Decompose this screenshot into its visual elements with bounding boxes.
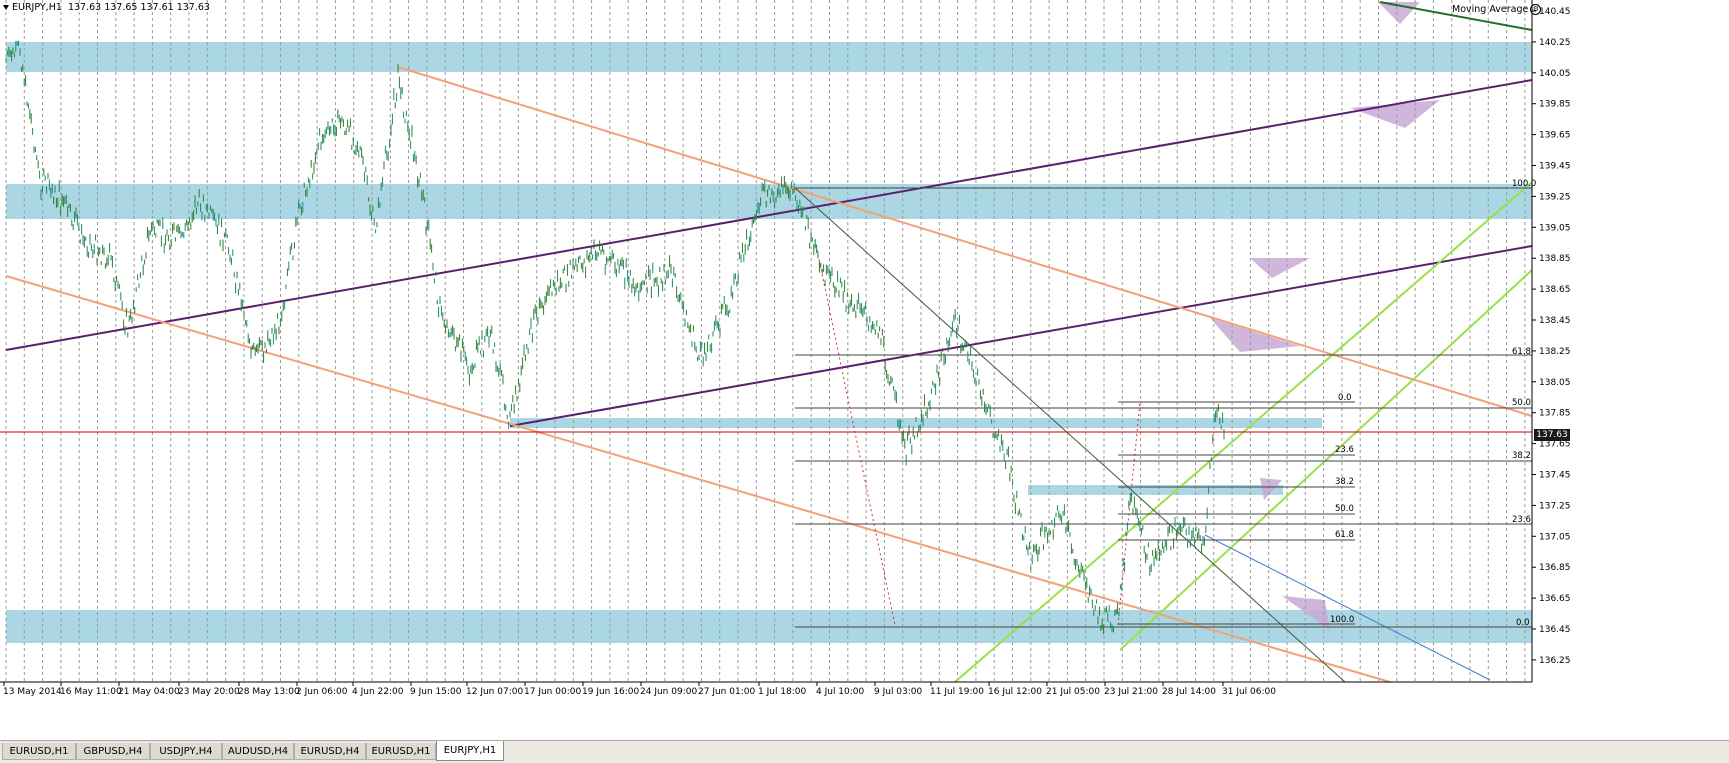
zone-band-small	[1028, 485, 1283, 495]
time-axis-label: 9 Jul 03:00	[874, 687, 923, 697]
fibo-label: 38.2	[1335, 477, 1354, 487]
chart-header: EURJPY,H1 137.63 137.65 137.61 137.63	[3, 2, 210, 13]
fibo-trend-line	[794, 187, 1346, 683]
time-axis-label: 1 Jul 18:00	[758, 687, 807, 697]
time-axis-label: 21 May 04:00	[118, 687, 180, 697]
time-axis-label: 12 Jun 07:00	[466, 687, 523, 697]
time-axis-label: 17 Jun 00:00	[524, 687, 581, 697]
time-axis-label: 21 Jul 05:00	[1046, 687, 1100, 697]
time-axis-label: 4 Jun 22:00	[352, 687, 404, 697]
tab-audusd-h4[interactable]: AUDUSD,H4	[222, 743, 294, 760]
time-axis-label: 28 Jul 14:00	[1162, 687, 1216, 697]
price-axis-label: 138.05	[1539, 378, 1571, 388]
harmonic-triangle-3	[1210, 318, 1300, 352]
harmonic-triangle-2	[1250, 258, 1310, 278]
price-axis-label: 136.65	[1539, 594, 1571, 604]
price-axis-label: 137.65	[1539, 440, 1571, 450]
zone-band-0	[6, 42, 1532, 72]
time-axis-label: 11 Jul 19:00	[930, 687, 984, 697]
tab-usdjpy-h4[interactable]: USDJPY,H4	[150, 743, 222, 760]
price-axis-label: 138.85	[1539, 254, 1571, 264]
ohlc-values: 137.63 137.65 137.61 137.63	[67, 2, 210, 13]
time-axis-label: 16 Jul 12:00	[988, 687, 1042, 697]
price-axis-label: 140.25	[1539, 38, 1571, 48]
price-axis-label: 139.05	[1539, 223, 1571, 233]
price-axis-label: 139.65	[1539, 131, 1571, 141]
fibo-label: 0.0	[1338, 393, 1352, 403]
settings-icon[interactable]: ⚙	[1530, 4, 1542, 15]
price-axis-label: 139.45	[1539, 162, 1571, 172]
time-axis-label: 31 Jul 06:00	[1222, 687, 1276, 697]
price-axis-label: 137.05	[1539, 532, 1571, 542]
fibo-label: 38.2	[1512, 451, 1531, 461]
tab-eurusd-h1[interactable]: EURUSD,H1	[2, 743, 76, 760]
fibo-label: 23.6	[1512, 515, 1531, 525]
chart-plot-area[interactable]: 100.0 61.8 50.0 38.2 23.6 0.0 0.0 23.6 38.2 50.0 6…	[0, 0, 1729, 740]
price-axis-label: 137.25	[1539, 501, 1571, 511]
price-axis-label: 140.45	[1539, 7, 1571, 17]
chart-canvas[interactable]: 100.0 61.8 50.0 38.2 23.6 0.0 0.0 23.6 38.2 50.0 6…	[0, 0, 1729, 740]
price-axis-label: 139.25	[1539, 192, 1571, 202]
chevron-down-icon[interactable]	[3, 5, 9, 10]
harmonic-triangle-1	[1350, 100, 1440, 128]
time-axis-label: 27 Jun 01:00	[698, 687, 755, 697]
channel-purple-upper	[5, 79, 1533, 351]
time-axis-label: 23 Jul 21:00	[1104, 687, 1158, 697]
current-price-tag: 137.63	[1534, 429, 1570, 441]
tab-gbpusd-h4[interactable]: GBPUSD,H4	[76, 743, 150, 760]
price-axis-label: 138.25	[1539, 347, 1571, 357]
price-axis-label: 140.05	[1539, 69, 1571, 79]
time-axis-label: 19 Jun 16:00	[582, 687, 639, 697]
channel-orange-upper	[397, 66, 1533, 417]
fibo-label: 50.0	[1512, 398, 1531, 408]
time-axis-label: 23 May 20:00	[178, 687, 240, 697]
price-axis-label: 138.65	[1539, 285, 1571, 295]
price-axis-label: 136.25	[1539, 656, 1571, 666]
indicator-name: Moving Average	[1452, 4, 1529, 15]
time-axis-label: 2 Jun 06:00	[296, 687, 348, 697]
fibo-label: 50.0	[1335, 504, 1354, 514]
symbol-label: EURJPY,H1	[12, 2, 62, 13]
time-axis-label: 13 May 2014	[3, 687, 62, 697]
time-axis-label: 9 Jun 15:00	[410, 687, 462, 697]
price-axis-label: 139.85	[1539, 100, 1571, 110]
channel-green-lower	[1119, 269, 1533, 651]
zone-band-mid	[510, 418, 1322, 428]
fibo-label: 100.0	[1512, 179, 1536, 189]
time-axis-label: 16 May 11:00	[60, 687, 122, 697]
time-axis-label: 4 Jul 10:00	[816, 687, 865, 697]
price-axis-label: 137.85	[1539, 409, 1571, 419]
tab-eurjpy-h1[interactable]: EURJPY,H1	[436, 741, 504, 761]
harmonic-triangle-4	[1260, 478, 1282, 500]
fibo-label: 61.8	[1335, 530, 1354, 540]
blue-trend-line	[1204, 534, 1491, 681]
moving-average-line	[1379, 1, 1533, 31]
channel-purple-lower	[509, 245, 1533, 427]
price-axis-label: 138.45	[1539, 316, 1571, 326]
price-axis-label: 136.85	[1539, 563, 1571, 573]
tab-eurusd-h4[interactable]: EURUSD,H4	[294, 743, 366, 760]
fibo-label: 61.8	[1512, 347, 1531, 357]
fibo-label: 100.0	[1330, 615, 1354, 625]
fibo-label: 23.6	[1335, 445, 1354, 455]
price-axis-label: 136.45	[1539, 625, 1571, 635]
time-axis-label: 24 Jun 09:00	[640, 687, 697, 697]
indicator-label[interactable]: Moving Average ⚙	[1452, 4, 1542, 15]
tab-eurusd-h1-2[interactable]: EURUSD,H1	[366, 743, 436, 760]
fibo-label: 0.0	[1516, 618, 1530, 628]
chart-tab-bar: EURUSD,H1 GBPUSD,H4 USDJPY,H4 AUDUSD,H4 …	[0, 740, 1729, 763]
time-axis-label: 28 May 13:00	[238, 687, 300, 697]
harmonic-triangle-5	[1282, 596, 1330, 630]
red-dotted-line-2	[1117, 401, 1141, 626]
price-axis-label: 137.45	[1539, 471, 1571, 481]
